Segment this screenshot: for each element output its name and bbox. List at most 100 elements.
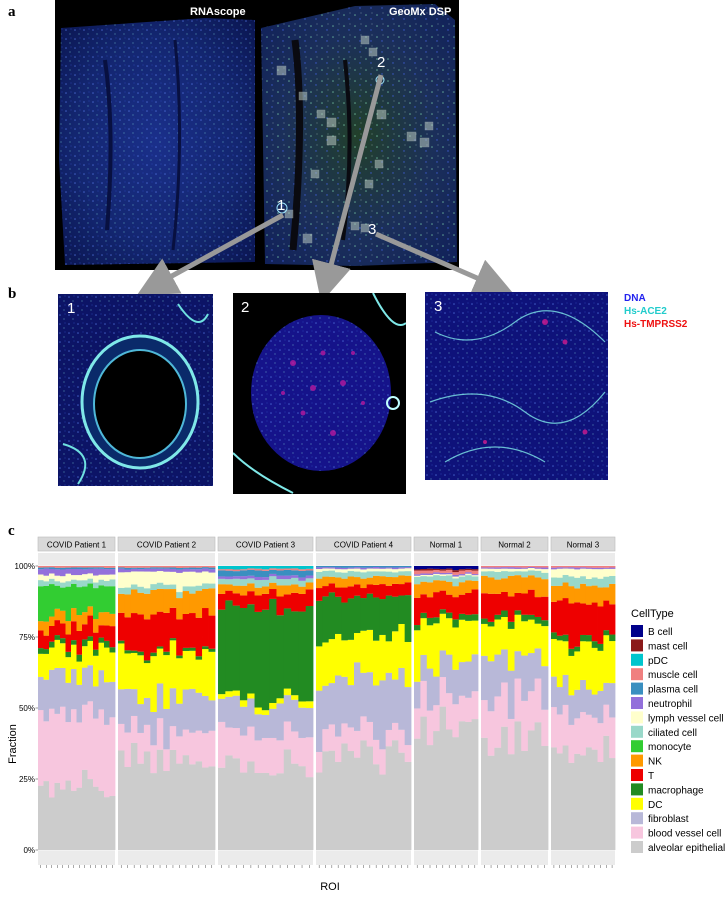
stack-segment <box>54 782 61 850</box>
legend-entry: muscle cell <box>648 670 697 681</box>
stack-segment <box>98 670 105 710</box>
stack-segment <box>574 567 581 570</box>
stack-segment <box>426 617 434 626</box>
stack-segment <box>291 568 299 571</box>
stack-segment <box>373 640 380 686</box>
stack-segment <box>507 754 515 850</box>
stack-segment <box>38 676 44 711</box>
stack-segment <box>202 571 209 584</box>
legend-swatch <box>631 682 643 695</box>
legend-entry: neutrophil <box>648 699 692 710</box>
stack-segment <box>49 573 55 579</box>
stack-segment <box>541 572 549 580</box>
legend-entry: monocyte <box>648 742 692 753</box>
stack-segment <box>439 572 447 575</box>
stack-segment <box>54 581 61 586</box>
stack-segment <box>366 593 374 630</box>
stack-segment <box>124 594 132 618</box>
stack-segment <box>156 749 164 850</box>
stack-segment <box>354 584 361 596</box>
stack-segment <box>360 588 368 599</box>
legend-swatch <box>631 639 643 652</box>
stack-segment <box>494 567 502 569</box>
stack-segment <box>414 575 421 577</box>
stack-segment <box>521 567 529 569</box>
stack-segment <box>239 579 248 586</box>
stack-segment <box>232 758 241 850</box>
stack-segment <box>60 567 66 570</box>
stack-segment <box>597 587 604 607</box>
stack-segment <box>521 750 529 850</box>
legend-entry: lymph vessel cell <box>648 713 724 724</box>
legend-entry: fibroblast <box>648 814 689 825</box>
stack-segment <box>65 657 72 683</box>
stack-segment <box>43 621 50 636</box>
stack-segment <box>392 572 399 578</box>
y-tick-label: 25% <box>19 775 35 784</box>
stack-segment <box>471 574 479 576</box>
stack-segment <box>298 586 307 594</box>
stack-segment <box>150 571 158 585</box>
stack-segment <box>43 721 50 782</box>
stack-segment <box>521 593 529 615</box>
stack-segment <box>87 583 94 607</box>
stack-segment <box>176 567 184 570</box>
stack-segment <box>239 706 248 736</box>
stack-segment <box>568 724 575 763</box>
stack-segment <box>487 661 495 712</box>
stack-segment <box>109 567 116 570</box>
stack-segment <box>130 589 138 614</box>
stack-segment <box>291 577 299 585</box>
stack-segment <box>71 608 77 622</box>
stack-segment <box>568 695 575 725</box>
stack-segment <box>202 695 209 734</box>
stack-segment <box>156 683 164 719</box>
stack-segment <box>514 651 522 679</box>
stack-segment <box>541 666 549 710</box>
stack-segment <box>182 568 190 572</box>
stack-segment <box>43 679 50 722</box>
stack-segment <box>38 653 44 677</box>
stack-segment <box>118 750 125 850</box>
stack-segment <box>150 652 158 657</box>
stack-segment <box>43 653 50 680</box>
stack-segment <box>501 682 509 727</box>
stack-segment <box>254 611 263 708</box>
stack-segment <box>585 747 593 850</box>
stack-segment <box>76 787 83 850</box>
stack-segment <box>446 572 453 575</box>
legend-entry: DC <box>648 800 662 811</box>
stack-segment <box>82 639 88 647</box>
stack-segment <box>433 572 440 574</box>
stack-segment <box>124 650 132 654</box>
stack-segment <box>98 579 105 586</box>
stack-segment <box>379 599 387 635</box>
stack-segment <box>261 737 270 773</box>
stack-segment <box>169 638 177 641</box>
stack-segment <box>439 706 447 850</box>
stack-segment <box>366 577 374 585</box>
stack-segment <box>156 718 164 750</box>
stack-segment <box>232 593 241 606</box>
stack-segment <box>433 566 440 569</box>
stack-segment <box>354 595 361 634</box>
stack-segment <box>93 582 99 589</box>
stack-segment <box>458 574 466 576</box>
stack-segment <box>501 617 509 650</box>
stack-segment <box>433 623 440 677</box>
stack-segment <box>534 577 542 598</box>
stack-segment <box>208 651 216 701</box>
stack-segment <box>305 578 314 583</box>
stack-segment <box>534 722 542 850</box>
stack-segment <box>247 575 255 579</box>
stack-segment <box>118 568 125 573</box>
stack-segment <box>208 588 216 616</box>
stack-segment <box>556 585 564 601</box>
stack-segment <box>439 566 447 570</box>
stack-segment <box>93 567 99 569</box>
stack-segment <box>465 697 472 722</box>
stack-segment <box>150 745 158 774</box>
stack-segment <box>298 593 307 612</box>
stack-segment <box>143 697 151 725</box>
stack-segment <box>591 717 598 750</box>
